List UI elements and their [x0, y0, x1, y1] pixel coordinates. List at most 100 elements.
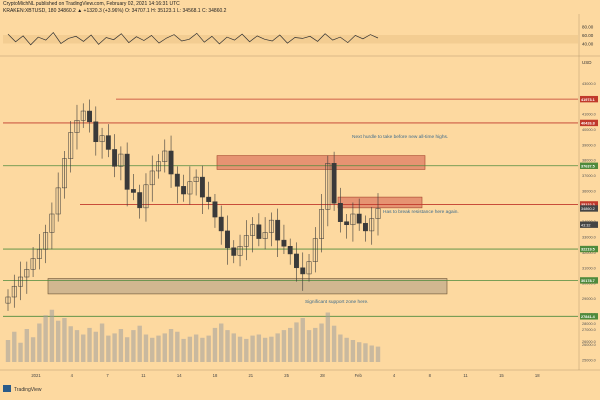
x-tick-label: 14	[177, 373, 182, 378]
candle-body	[206, 196, 212, 202]
volume-bar	[175, 331, 180, 362]
volume-bar	[269, 336, 274, 362]
candle-body	[130, 189, 136, 193]
x-tick-label: 11	[141, 373, 146, 378]
y-tick-label: 26000.0	[582, 343, 596, 347]
x-tick-label: 4	[71, 373, 74, 378]
volume-bar	[49, 309, 55, 362]
price-tag-label: 34860.2	[581, 207, 595, 211]
support-zone	[47, 278, 448, 295]
level-tag	[580, 119, 598, 127]
candle-body	[49, 213, 55, 233]
volume-bar	[143, 334, 149, 362]
candle-body	[149, 170, 155, 186]
candle-body	[87, 110, 92, 123]
candle-body	[156, 161, 161, 172]
volume-bar	[106, 335, 111, 362]
level-tag-label: 37637.5	[581, 164, 595, 168]
volume-bar	[325, 312, 331, 362]
volume-bar	[162, 333, 167, 362]
candle-body	[99, 135, 105, 143]
volume-bar	[99, 323, 105, 362]
candle-body	[187, 181, 193, 195]
candle-body	[5, 296, 11, 304]
candle-body	[199, 176, 205, 198]
volume-bar	[256, 334, 262, 362]
resistance-1-zone	[216, 155, 426, 170]
volume-bar	[350, 340, 356, 362]
tradingview-logo	[3, 385, 11, 392]
volume-bar	[187, 336, 193, 362]
candle-body	[124, 153, 130, 190]
volume-bar	[24, 329, 30, 362]
volume-bar	[375, 346, 381, 362]
volume-bar	[55, 320, 61, 362]
x-tick-label: 28	[320, 373, 325, 378]
level-tag-label: 40426.8	[581, 122, 595, 126]
volume-bar	[68, 326, 73, 362]
candle-body	[275, 219, 281, 241]
volume-bar	[344, 337, 349, 362]
volume-bar	[118, 329, 124, 362]
candle-body	[212, 201, 218, 218]
volume-bar	[250, 335, 255, 362]
candle-body	[262, 232, 268, 239]
candle-body	[61, 158, 67, 189]
volume-bar	[112, 333, 117, 362]
volume-bar	[300, 318, 305, 362]
candle-body	[325, 163, 331, 210]
volume-bar	[225, 330, 230, 362]
candle-body	[80, 110, 86, 121]
volume-bar	[131, 330, 136, 362]
annotation-text: Next hurdle to take before new all-time …	[352, 134, 448, 140]
volume-bar	[137, 325, 142, 362]
level-tag	[580, 162, 598, 169]
volume-bar	[338, 334, 343, 362]
y-tick-label: 33000.0	[582, 236, 596, 240]
x-tick-label: 15	[499, 373, 504, 378]
candle-body	[225, 230, 230, 249]
volume-bar	[87, 327, 92, 362]
candle-body	[24, 269, 30, 278]
candle-body	[337, 202, 343, 222]
volume-bar	[18, 342, 23, 362]
volume-bar	[168, 329, 174, 362]
candle-body	[243, 235, 249, 247]
candle-body	[68, 132, 74, 159]
volume-bar	[237, 336, 243, 362]
annotation-text: Significant support zone here.	[305, 299, 368, 305]
x-tick-label: 11	[463, 373, 468, 378]
candle-body	[55, 187, 61, 215]
candle-body	[112, 149, 118, 167]
y-tick-label: 38000.0	[582, 159, 596, 163]
volume-bar	[12, 331, 17, 362]
candle-body	[36, 249, 42, 259]
level-tag-label: 41973.1	[581, 98, 595, 102]
volume-bar	[30, 337, 36, 362]
volume-bar	[306, 330, 312, 362]
candle-body	[306, 261, 312, 275]
x-tick-label: 2021	[31, 373, 41, 378]
x-tick-label: 8	[429, 373, 432, 378]
volume-bar	[212, 327, 218, 362]
annotation-text: Has to break resistance here again.	[383, 209, 459, 215]
volume-bar	[231, 333, 236, 362]
level-tag	[580, 95, 598, 103]
candle-body	[193, 176, 199, 182]
volume-bar	[150, 337, 155, 362]
volume-bar	[81, 334, 86, 362]
price-tag	[580, 205, 598, 212]
volume-bar	[262, 337, 268, 362]
candle-body	[93, 121, 99, 143]
candle-body	[350, 213, 356, 226]
volume-bar	[74, 330, 80, 362]
y-tick-label: 29000.0	[582, 297, 596, 301]
x-tick-label: 7	[106, 373, 109, 378]
candle-body	[218, 216, 224, 232]
volume-bar	[319, 323, 324, 362]
candle-body	[356, 213, 362, 224]
candle-body	[137, 192, 143, 209]
volume-bar	[275, 333, 280, 362]
candle-body	[30, 258, 36, 270]
